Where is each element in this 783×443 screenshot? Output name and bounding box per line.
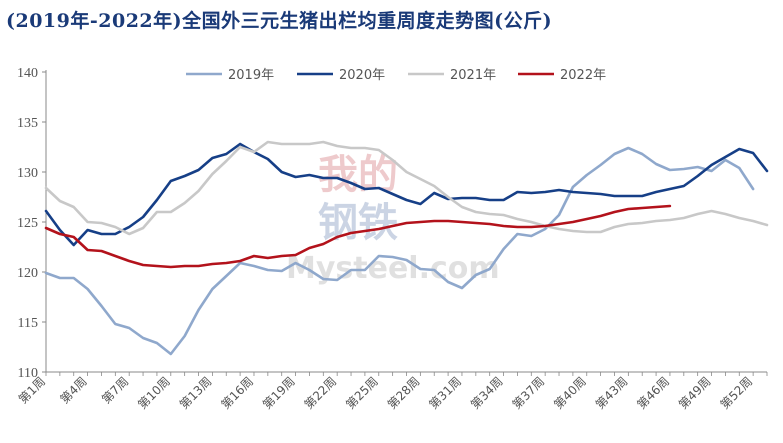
chart-title: (2019年-2022年)全国外三元生猪出栏均重周度走势图(公斤) — [6, 10, 553, 32]
x-tick-label: 第46周 — [634, 374, 672, 412]
x-tick-label: 第4周 — [57, 374, 89, 406]
legend-label-2022年: 2022年 — [560, 68, 606, 83]
y-tick-label: 130 — [17, 166, 38, 181]
series-line-2020年 — [44, 142, 769, 247]
y-tick-label: 135 — [17, 116, 38, 131]
series-line-2022年 — [44, 204, 672, 269]
x-tick-label: 第43周 — [593, 374, 631, 412]
y-tick-label: 125 — [17, 216, 38, 231]
y-tick-label: 115 — [18, 316, 38, 331]
series-line-2019年 — [44, 146, 755, 356]
x-tick-label: 第37周 — [510, 374, 548, 412]
series-lines — [44, 140, 769, 356]
x-tick-label: 第31周 — [426, 374, 464, 412]
y-tick-label: 140 — [17, 66, 38, 81]
x-tick-label: 第34周 — [468, 374, 506, 412]
x-tick-label: 第25周 — [343, 374, 381, 412]
legend-label-2021年: 2021年 — [450, 68, 496, 83]
legend: 2019年 2020年 2021年 2022年 — [186, 68, 606, 83]
x-tick-label: 第10周 — [135, 374, 173, 412]
x-tick-label: 第22周 — [302, 374, 340, 412]
x-tick-label: 第16周 — [218, 374, 256, 412]
series-line-2021年 — [44, 140, 769, 236]
x-tick-label: 第28周 — [385, 374, 423, 412]
x-tick-label: 第13周 — [177, 374, 215, 412]
x-tick-label: 第52周 — [718, 374, 756, 412]
legend-label-2019年: 2019年 — [228, 68, 274, 83]
y-tick-label: 110 — [18, 366, 38, 381]
x-tick-label: 第19周 — [260, 374, 298, 412]
x-tick-label: 第40周 — [551, 374, 589, 412]
y-tick-label: 120 — [17, 266, 38, 281]
watermark-text-bottom: 钢铁 — [318, 200, 398, 246]
x-tick-label: 第49周 — [676, 374, 714, 412]
legend-label-2020年: 2020年 — [339, 68, 385, 83]
x-tick-label: 第7周 — [99, 374, 131, 406]
